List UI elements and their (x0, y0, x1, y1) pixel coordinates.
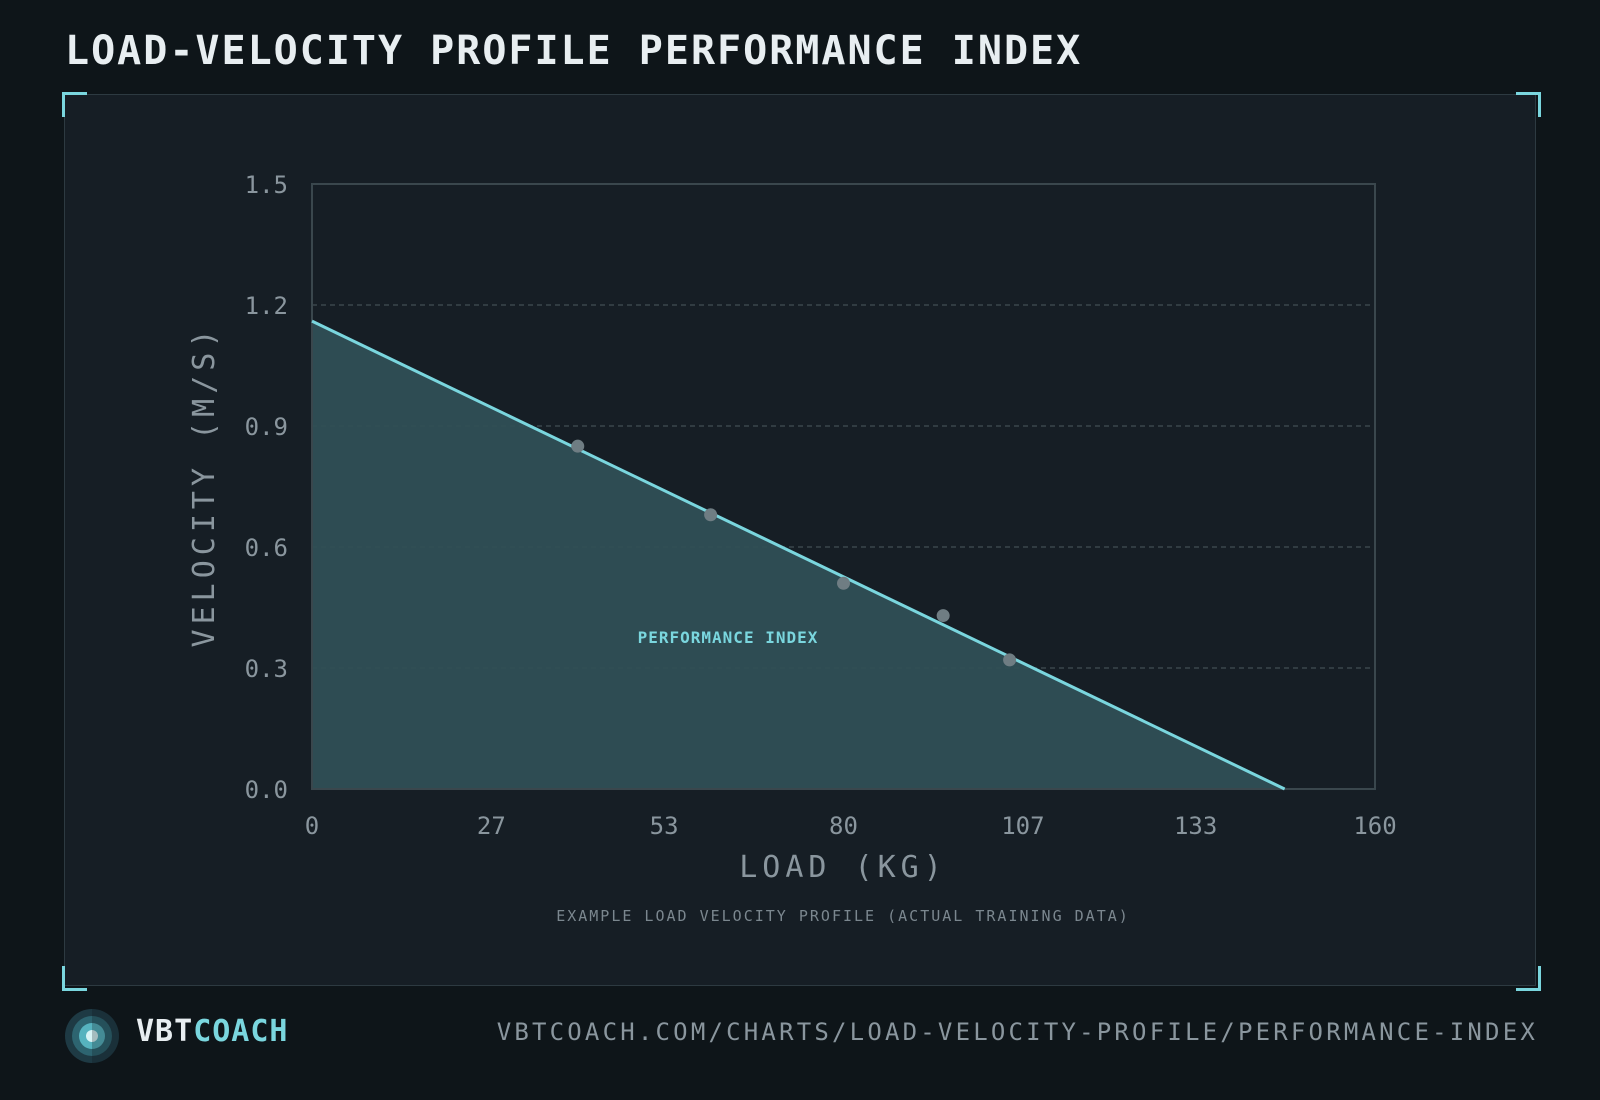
footer-url[interactable]: VBTCOACH.COM/CHARTS/LOAD-VELOCITY-PROFIL… (496, 1018, 1538, 1046)
x-tick-label-4: 107 (1001, 812, 1044, 840)
frame-layer (311, 183, 1376, 790)
vbtcoach-logo-icon (65, 1009, 119, 1063)
x-tick-label-1: 27 (477, 812, 506, 840)
corner-bracket-top-left (62, 92, 87, 117)
brand-part-vbt: VBT (136, 1014, 194, 1049)
data-point-1 (704, 508, 718, 522)
data-point-2 (837, 576, 850, 590)
y-tick-label-5: 1.5 (245, 171, 288, 199)
label-layer: 0 27 53 80 107 133 160 0.0 0.3 0.6 0.9 1.2 1.5 (245, 171, 1397, 840)
x-tick-label-6: 160 (1353, 812, 1396, 840)
y-axis-title: VELOCITY (M/S) (187, 325, 222, 648)
data-point-3 (936, 609, 950, 623)
x-tick-label-3: 80 (829, 812, 858, 840)
corner-bracket-bottom-right (1516, 966, 1541, 991)
chart-caption: EXAMPLE LOAD VELOCITY PROFILE (ACTUAL TR… (556, 907, 1130, 925)
chart-panel (64, 94, 1536, 986)
x-tick-label-5: 133 (1174, 812, 1217, 840)
plot-frame (311, 183, 1376, 790)
corner-bracket-bottom-left (62, 966, 87, 991)
y-tick-label-0: 0.0 (245, 776, 288, 804)
area-annotation: PERFORMANCE INDEX (638, 628, 819, 647)
page-title: LOAD-VELOCITY PROFILE PERFORMANCE INDEX (65, 28, 1083, 74)
corner-bracket-top-right (1516, 92, 1541, 117)
brand-name: VBTCOACH (136, 1014, 289, 1049)
y-tick-label-3: 0.9 (245, 413, 288, 441)
data-point-0 (571, 439, 585, 453)
brand-part-coach: COACH (193, 1014, 289, 1049)
x-tick-label-0: 0 (305, 812, 319, 840)
data-point-4 (1003, 653, 1017, 667)
regression-line (311, 319, 1286, 791)
x-axis-title: LOAD (KG) (739, 850, 947, 885)
y-tick-label-1: 0.3 (245, 655, 288, 683)
point-layer (571, 439, 1017, 667)
x-tick-label-2: 53 (650, 812, 679, 840)
y-tick-label-4: 1.2 (245, 292, 288, 320)
y-tick-label-2: 0.6 (245, 534, 288, 562)
line-layer (311, 319, 1286, 791)
